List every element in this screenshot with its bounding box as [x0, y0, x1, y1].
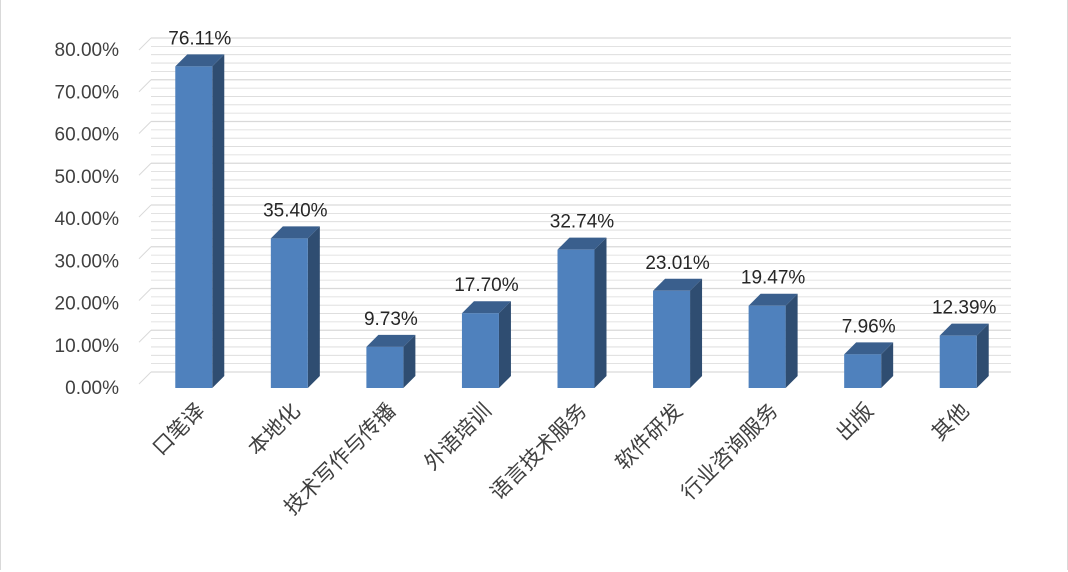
- gridline-depth: [138, 246, 152, 260]
- data-label: 12.39%: [932, 298, 997, 319]
- bar-top: [557, 237, 607, 250]
- bar-side: [785, 293, 798, 388]
- bar-front: [653, 290, 691, 388]
- bar-top: [844, 342, 894, 355]
- data-label: 76.11%: [168, 28, 231, 49]
- gridline-depth: [138, 121, 152, 134]
- bar-top: [748, 293, 798, 306]
- data-label: 32.74%: [550, 212, 615, 233]
- data-label: 23.01%: [645, 253, 710, 274]
- gridline-depth: [138, 37, 152, 51]
- bar: [557, 237, 607, 388]
- bar: [366, 334, 416, 388]
- bar-side: [881, 342, 894, 388]
- x-tick-label: 口笔译: [148, 399, 210, 461]
- y-axis-tick-labels: 0.00% 10.00% 20.00% 30.00% 40.00% 50.00% 60.00…: [55, 40, 120, 399]
- bar-front: [844, 354, 882, 388]
- bars: [175, 54, 989, 389]
- y-tick-label: 50.00%: [55, 167, 120, 188]
- x-tick-label: 外语培训: [420, 399, 496, 475]
- data-label: 7.96%: [842, 316, 896, 337]
- gridline-depth: [138, 79, 152, 93]
- bar-side: [976, 323, 989, 388]
- bar-top: [270, 226, 320, 239]
- x-tick-label: 本地化: [243, 399, 305, 461]
- y-tick-label: 20.00%: [55, 294, 120, 315]
- bar-front: [175, 66, 213, 389]
- bar-front: [461, 313, 499, 388]
- bar-side: [690, 278, 703, 388]
- bar-side: [212, 54, 225, 389]
- y-tick-label: 60.00%: [55, 125, 120, 146]
- bar: [844, 342, 894, 388]
- gridline-depth: [138, 162, 152, 176]
- x-tick-label: 其他: [927, 399, 974, 446]
- bar-side: [594, 237, 607, 388]
- data-label: 17.70%: [454, 275, 519, 296]
- gridline-depth: [138, 288, 152, 301]
- bar-top: [461, 301, 511, 314]
- bar: [653, 278, 703, 388]
- bar-front: [366, 346, 404, 388]
- gridline-depth: [138, 204, 152, 218]
- bar-side: [307, 226, 320, 388]
- data-label: 9.73%: [364, 309, 418, 330]
- bar: [270, 226, 320, 388]
- x-tick-label: 软件研发: [611, 399, 687, 475]
- data-label: 35.40%: [263, 200, 328, 221]
- bar-top: [175, 54, 225, 67]
- bar-top: [366, 334, 416, 347]
- bar-front: [939, 335, 977, 388]
- bar-side: [403, 334, 416, 388]
- gridline-depth: [138, 329, 152, 343]
- bar: [461, 301, 511, 388]
- bar-front: [748, 305, 786, 388]
- y-tick-label: 10.00%: [55, 336, 120, 357]
- x-tick-label: 出版: [832, 399, 879, 446]
- bar-top: [653, 278, 703, 291]
- y-tick-label: 70.00%: [55, 82, 120, 103]
- bar-top: [939, 323, 989, 336]
- bar: [748, 293, 798, 388]
- y-tick-label: 40.00%: [55, 209, 120, 230]
- bar-side: [498, 301, 511, 388]
- x-tick-label: 行业咨询服务: [677, 399, 783, 505]
- y-tick-label: 30.00%: [55, 251, 120, 272]
- x-tick-label: 语言技术服务: [485, 399, 591, 505]
- bar: [175, 54, 225, 389]
- y-tick-label: 80.00%: [55, 40, 120, 61]
- y-tick-label: 0.00%: [65, 378, 119, 399]
- data-labels: 76.11% 35.40% 9.73% 17.70% 32.74% 23.01% 19.47…: [168, 28, 996, 337]
- gridline-depth: [138, 371, 152, 385]
- data-label: 19.47%: [741, 268, 806, 289]
- bar-front: [557, 249, 595, 388]
- bar: [939, 323, 989, 388]
- bar-front: [270, 238, 308, 388]
